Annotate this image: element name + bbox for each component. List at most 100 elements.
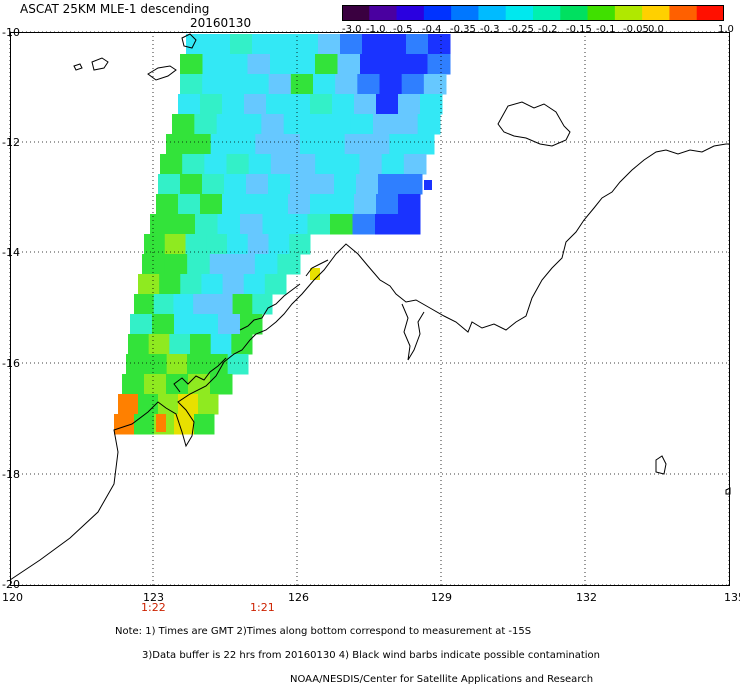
swath-cell bbox=[285, 214, 308, 235]
swath-cell bbox=[332, 94, 355, 115]
longitude-label: 135 bbox=[724, 591, 740, 604]
swath-cell bbox=[344, 134, 368, 155]
coastline-mainland bbox=[9, 143, 729, 581]
swath-cell bbox=[190, 334, 212, 355]
swath-cell bbox=[376, 94, 399, 115]
map-date: 20160130 bbox=[190, 16, 252, 30]
colorbar-swatch bbox=[587, 5, 616, 21]
colorbar-swatch bbox=[342, 5, 370, 21]
island-5 bbox=[655, 455, 667, 475]
swath-cell bbox=[354, 94, 377, 115]
swath-cell bbox=[398, 194, 421, 215]
swath-cell bbox=[226, 154, 250, 175]
swath-cell bbox=[202, 174, 225, 195]
colorbar-tick-labels: -3.0 -1.0 -0.5 -0.4 -0.35 -0.3 -0.25 -0.2 -0.15-… bbox=[330, 24, 735, 38]
colorbar-tick-label: -0.4 bbox=[422, 24, 442, 35]
swath-cell bbox=[401, 74, 425, 95]
swath-cell bbox=[417, 114, 441, 135]
swath-cell bbox=[264, 274, 287, 295]
swath-cell bbox=[381, 154, 405, 175]
swath-cell bbox=[340, 34, 363, 55]
map-title: ASCAT 25KM MLE-1 descending bbox=[20, 2, 210, 16]
island-2 bbox=[91, 57, 109, 71]
swath-cell bbox=[158, 394, 179, 415]
swath-cell bbox=[375, 214, 398, 235]
swath-cell bbox=[239, 114, 262, 135]
swath-cell bbox=[227, 354, 249, 375]
swath-cell bbox=[268, 174, 291, 195]
latitude-label: -18 bbox=[2, 468, 20, 481]
swath-cell bbox=[378, 174, 401, 195]
swath-cell bbox=[252, 294, 273, 315]
swath-cell bbox=[206, 234, 228, 255]
swath-cell bbox=[244, 94, 267, 115]
island-6 bbox=[725, 487, 731, 495]
swath-cell bbox=[164, 254, 188, 275]
swath-cell bbox=[172, 114, 195, 135]
swath-cell bbox=[130, 314, 153, 335]
footnote: Note: 1) Times are GMT 2)Times along bot… bbox=[115, 614, 600, 698]
swath-cell bbox=[153, 294, 174, 315]
coastline bbox=[9, 33, 731, 581]
swath-cell bbox=[255, 134, 279, 155]
swath-cell bbox=[315, 54, 338, 75]
swath-cell bbox=[198, 394, 219, 415]
swath-cell bbox=[337, 154, 360, 175]
colorbar-tick-label: -0.2 bbox=[538, 24, 558, 35]
swath-cell bbox=[424, 180, 432, 190]
swath-cell bbox=[126, 354, 147, 375]
swath-cell bbox=[261, 114, 285, 135]
swath-cell bbox=[195, 214, 218, 235]
time-label: 1:22 bbox=[141, 601, 166, 614]
swath-cell bbox=[180, 54, 203, 75]
latitude-label: -16 bbox=[2, 357, 20, 370]
colorbar-swatch bbox=[614, 5, 643, 21]
coastline-kimberley bbox=[173, 259, 329, 393]
swath-cell bbox=[173, 294, 194, 315]
swath-cell bbox=[230, 34, 253, 55]
colorbar-tick-label: 0.0 bbox=[648, 24, 664, 35]
swath-cell bbox=[427, 54, 451, 75]
swath-cell bbox=[244, 194, 267, 215]
swath-cell bbox=[128, 334, 150, 355]
swath-cell bbox=[178, 94, 201, 115]
swath-cell bbox=[246, 74, 270, 95]
swath-cell bbox=[188, 134, 212, 155]
swath-cell bbox=[200, 194, 223, 215]
swath-cell bbox=[318, 34, 341, 55]
swath-cell bbox=[187, 354, 208, 375]
swath-cell bbox=[359, 154, 383, 175]
colorbar-swatch bbox=[533, 5, 561, 21]
swath-cell bbox=[210, 334, 232, 355]
colorbar-tick-label: -3.0 bbox=[342, 24, 362, 35]
swath-cell bbox=[293, 154, 316, 175]
swath-cell bbox=[146, 354, 168, 375]
swath-cell bbox=[296, 34, 319, 55]
swath-cell bbox=[313, 74, 336, 95]
latitude-label: -10 bbox=[2, 26, 20, 39]
swath-cell bbox=[166, 374, 189, 395]
swath-cell bbox=[373, 114, 396, 135]
swath-cell bbox=[312, 174, 335, 195]
map-frame bbox=[10, 32, 730, 586]
swath-cell bbox=[196, 314, 219, 335]
swath-cell bbox=[405, 54, 428, 75]
longitude-label: 129 bbox=[431, 591, 452, 604]
island-3 bbox=[181, 33, 197, 49]
swath-cell bbox=[315, 154, 338, 175]
wind-swath bbox=[114, 34, 451, 435]
swath-cell bbox=[248, 154, 272, 175]
swath-cell bbox=[233, 134, 256, 155]
swath-cell bbox=[174, 314, 197, 335]
colorbar-swatch bbox=[669, 5, 698, 21]
swath-cell bbox=[210, 134, 234, 155]
colorbar-tick-label: -0.5 bbox=[393, 24, 413, 35]
swath-cell bbox=[288, 194, 311, 215]
swath-cell bbox=[224, 174, 247, 195]
swath-cell bbox=[193, 294, 214, 315]
swath-cell bbox=[406, 34, 429, 55]
swath-cell bbox=[270, 154, 294, 175]
swath-cell bbox=[398, 94, 421, 115]
swath-cell bbox=[268, 234, 290, 255]
swath-cell bbox=[185, 234, 207, 255]
